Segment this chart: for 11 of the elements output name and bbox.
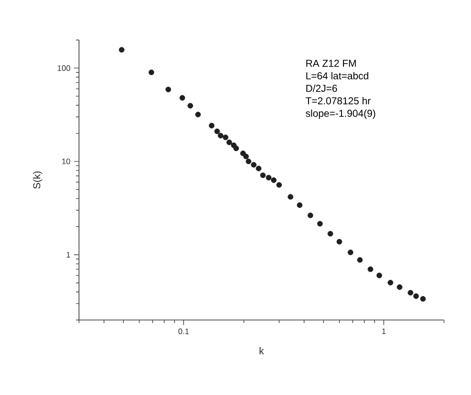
y-tick-label: 10 xyxy=(62,158,70,164)
annotation: D/2J=6 xyxy=(306,84,338,92)
x-tick-label: 0.1 xyxy=(178,328,189,334)
y-tick-label: 1 xyxy=(66,252,70,258)
annotation: slope=-1.904(9) xyxy=(306,110,376,119)
annotation: T=2.078125 hr xyxy=(306,97,371,104)
annotation: L=64 lat=abcd xyxy=(306,72,368,80)
annotation: RA Z12 FM xyxy=(306,60,356,67)
x-axis-title: k xyxy=(260,347,264,354)
y-axis-title: S(k) xyxy=(32,171,42,189)
y-tick-label: 100 xyxy=(58,65,70,71)
